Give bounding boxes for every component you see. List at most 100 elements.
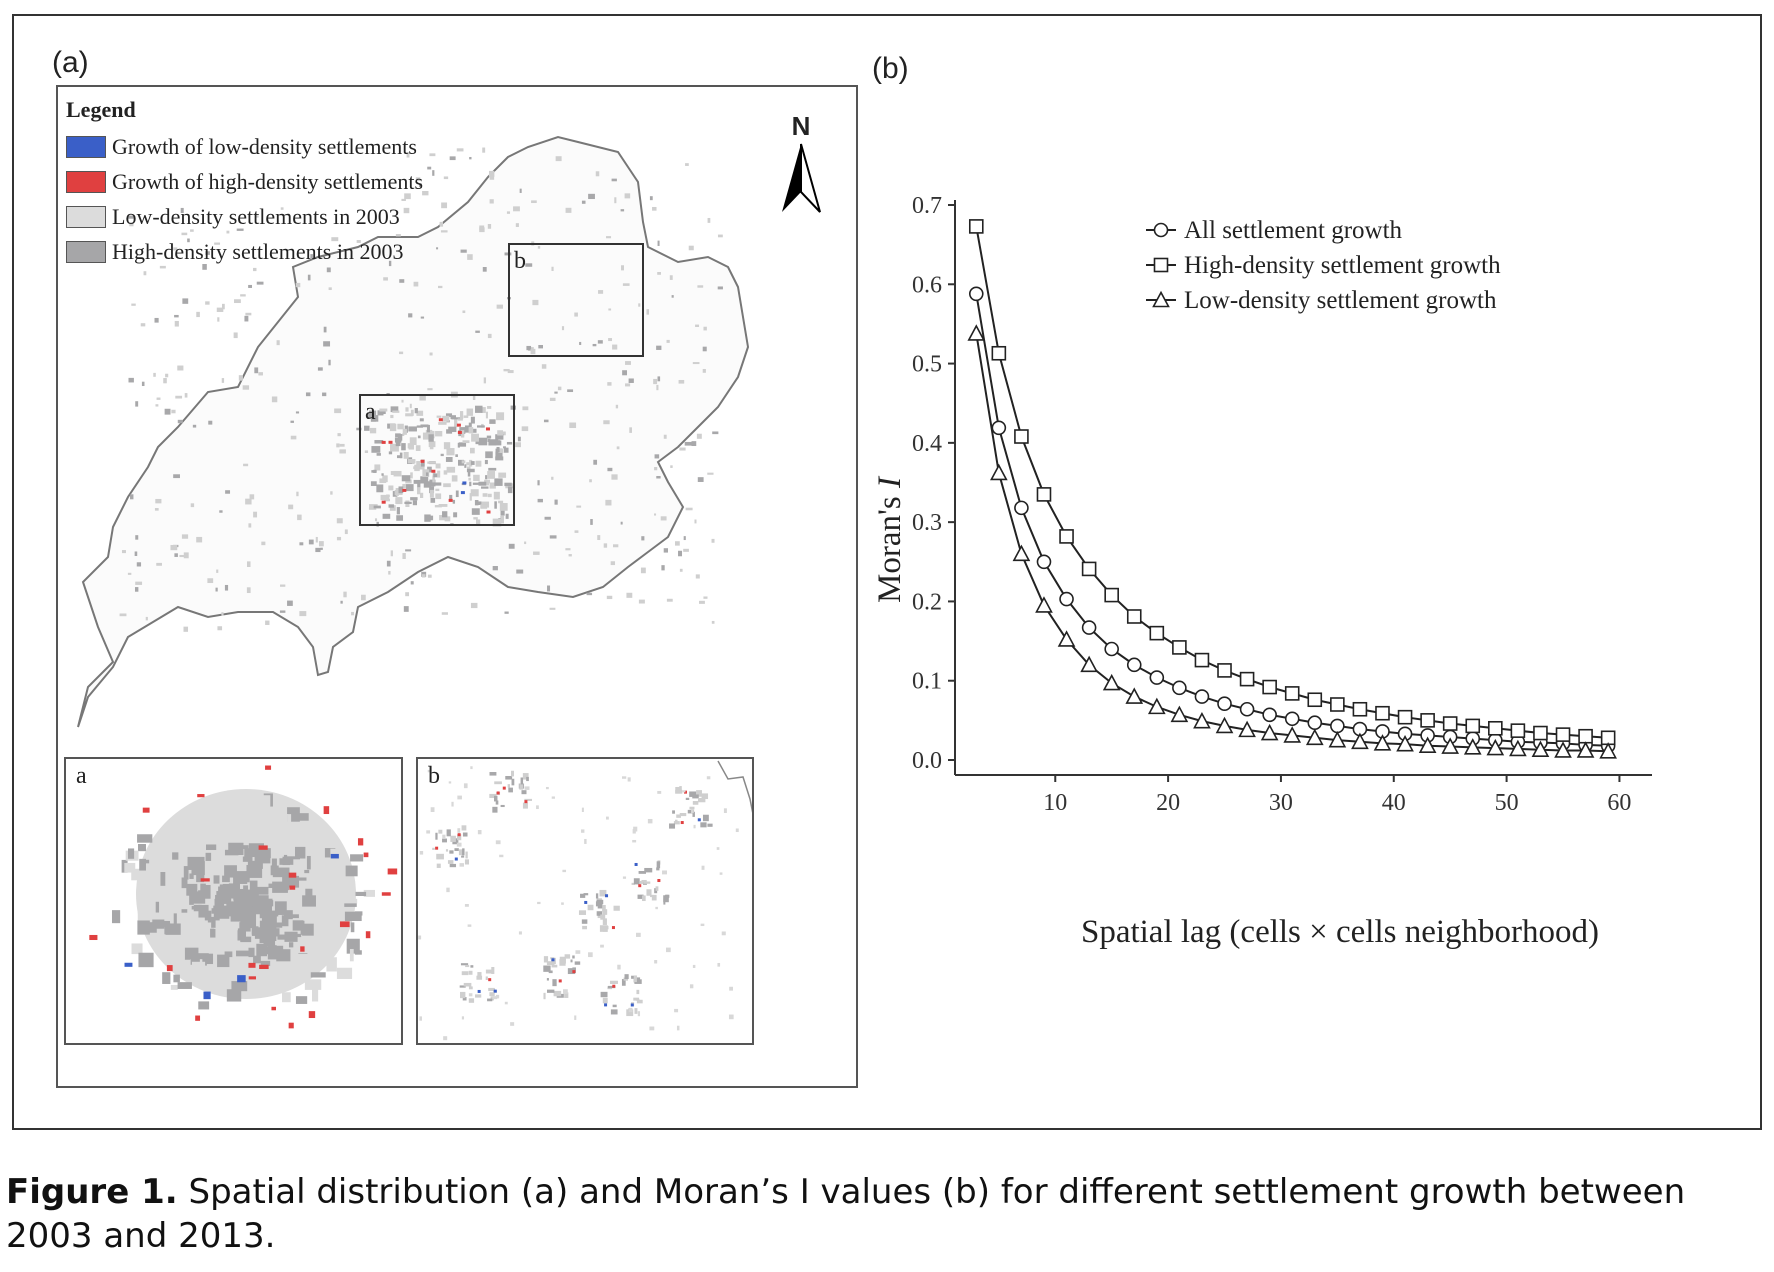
settlement-patch xyxy=(625,361,631,365)
settlement-patch xyxy=(371,470,377,473)
settlement-patch xyxy=(308,539,314,545)
settlement-patch xyxy=(281,915,289,927)
settlement-patch xyxy=(234,299,241,304)
settlement-patch xyxy=(457,828,461,833)
data-point xyxy=(1330,697,1345,712)
settlement-patch xyxy=(460,249,467,253)
settlement-patch xyxy=(243,463,249,467)
settlement-patch xyxy=(328,287,332,291)
settlement-patch xyxy=(435,493,442,500)
settlement-patch xyxy=(395,440,401,447)
settlement-patch xyxy=(485,411,488,419)
settlement-patch xyxy=(712,431,719,435)
settlement-patch xyxy=(305,835,319,841)
settlement-patch xyxy=(584,838,587,844)
settlement-patch xyxy=(463,982,472,987)
settlement-patch xyxy=(150,910,162,916)
settlement-patch xyxy=(697,477,704,482)
settlement-patch xyxy=(503,447,509,453)
settlement-patch xyxy=(488,467,497,471)
settlement-patch xyxy=(310,972,326,978)
settlement-patch xyxy=(221,612,224,616)
settlement-patch xyxy=(429,489,434,498)
settlement-patch xyxy=(427,466,432,473)
settlement-patch xyxy=(420,476,429,484)
settlement-patch xyxy=(369,427,377,434)
legend-item: High-density settlements in 2003 xyxy=(66,234,423,269)
settlement-patch xyxy=(279,610,286,613)
settlement-patch xyxy=(160,890,170,896)
settlement-patch xyxy=(504,482,512,487)
settlement-patch xyxy=(288,504,294,510)
settlement-patch xyxy=(621,979,626,986)
settlement-patch xyxy=(255,215,259,218)
settlement-patch xyxy=(141,381,145,387)
settlement-patch xyxy=(549,607,556,610)
settlement-patch xyxy=(499,854,504,858)
settlement-patch xyxy=(224,849,239,856)
settlement-patch xyxy=(182,298,189,304)
settlement-patch xyxy=(299,542,304,546)
settlement-patch xyxy=(343,591,347,598)
settlement-patch xyxy=(489,992,495,997)
settlement-patch xyxy=(406,484,414,492)
settlement-patch xyxy=(636,932,641,937)
settlement-patch xyxy=(164,922,171,935)
settlement-patch xyxy=(451,475,458,482)
settlement-patch xyxy=(678,379,685,384)
settlement-patch xyxy=(315,536,318,543)
settlement-patch xyxy=(657,272,661,275)
settlement-patch xyxy=(342,898,358,904)
settlement-patch xyxy=(274,901,287,915)
settlement-patch xyxy=(498,448,504,453)
settlement-patch xyxy=(119,613,127,617)
growth-patch xyxy=(684,790,688,794)
settlement-patch xyxy=(159,265,166,269)
settlement-patch xyxy=(449,863,457,868)
growth-patch xyxy=(289,885,296,890)
settlement-patch xyxy=(654,467,658,471)
legend-item: Growth of high-density settlements xyxy=(66,164,423,199)
settlement-patch xyxy=(398,486,404,494)
settlement-patch xyxy=(489,772,497,776)
settlement-patch xyxy=(422,432,431,440)
settlement-patch xyxy=(390,443,399,452)
settlement-patch xyxy=(401,399,404,403)
settlement-patch xyxy=(717,234,723,238)
settlement-patch xyxy=(459,991,466,999)
settlement-patch xyxy=(593,459,598,465)
settlement-patch xyxy=(318,541,324,547)
settlement-patch xyxy=(446,829,451,837)
growth-patch xyxy=(381,892,391,896)
series-line xyxy=(975,293,1609,747)
settlement-patch xyxy=(513,206,520,212)
growth-patch xyxy=(271,1006,277,1011)
growth-patch xyxy=(460,491,465,495)
settlement-patch xyxy=(653,378,658,385)
settlement-patch xyxy=(417,487,421,495)
y-tick-label: 0.7 xyxy=(912,193,942,219)
growth-patch xyxy=(496,791,500,795)
settlement-patch xyxy=(254,367,259,374)
settlement-patch xyxy=(244,315,249,322)
settlement-patch xyxy=(691,441,697,447)
settlement-patch xyxy=(435,463,441,469)
settlement-patch xyxy=(153,372,156,377)
growth-patch xyxy=(551,958,555,962)
settlement-patch xyxy=(612,1004,617,1008)
settlement-patch xyxy=(457,418,463,421)
settlement-patch xyxy=(521,426,529,432)
settlement-patch xyxy=(193,897,203,902)
panel-a-label: (a) xyxy=(52,46,89,79)
settlement-patch xyxy=(495,451,502,459)
settlement-patch xyxy=(388,451,393,455)
settlement-patch xyxy=(395,433,401,438)
settlement-patch xyxy=(692,964,696,968)
settlement-patch xyxy=(685,797,690,800)
settlement-patch xyxy=(135,581,143,585)
settlement-patch xyxy=(656,475,661,479)
settlement-patch xyxy=(180,207,184,214)
growth-patch xyxy=(381,500,386,504)
data-point xyxy=(1510,723,1526,738)
settlement-patch xyxy=(420,316,425,319)
